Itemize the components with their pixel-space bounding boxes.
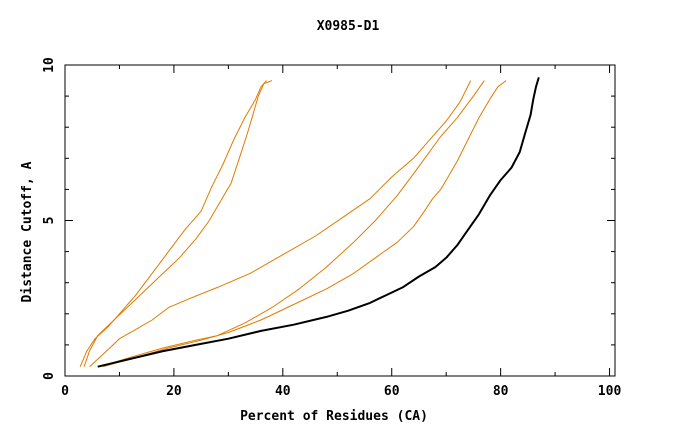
y-tick-label: 10 <box>42 57 57 73</box>
series-line-3 <box>89 80 472 368</box>
x-axis-label: Percent of Residues (CA) <box>240 409 428 424</box>
series-line-4 <box>100 80 485 368</box>
x-tick-label: 20 <box>166 384 182 399</box>
series-line-5 <box>102 80 507 368</box>
x-tick-label: 40 <box>275 384 291 399</box>
x-tick-label: 60 <box>384 384 400 399</box>
series-lines <box>79 77 540 368</box>
axis-ticks <box>64 64 615 377</box>
highlight-series-line <box>97 77 540 368</box>
series-line-1 <box>79 80 267 367</box>
y-axis-label: Distance Cutoff, A <box>20 161 35 302</box>
y-tick-label: 5 <box>42 217 57 225</box>
axis-tick-labels: 0 20 40 60 80 100 0 5 10 <box>42 57 621 399</box>
x-tick-label: 0 <box>61 384 69 399</box>
y-tick-label: 0 <box>42 372 57 380</box>
x-tick-label: 100 <box>598 384 622 399</box>
series-line-2 <box>83 80 273 367</box>
chart-title: X0985-D1 <box>317 19 380 34</box>
x-tick-label: 80 <box>493 384 509 399</box>
plot-frame <box>64 64 616 377</box>
